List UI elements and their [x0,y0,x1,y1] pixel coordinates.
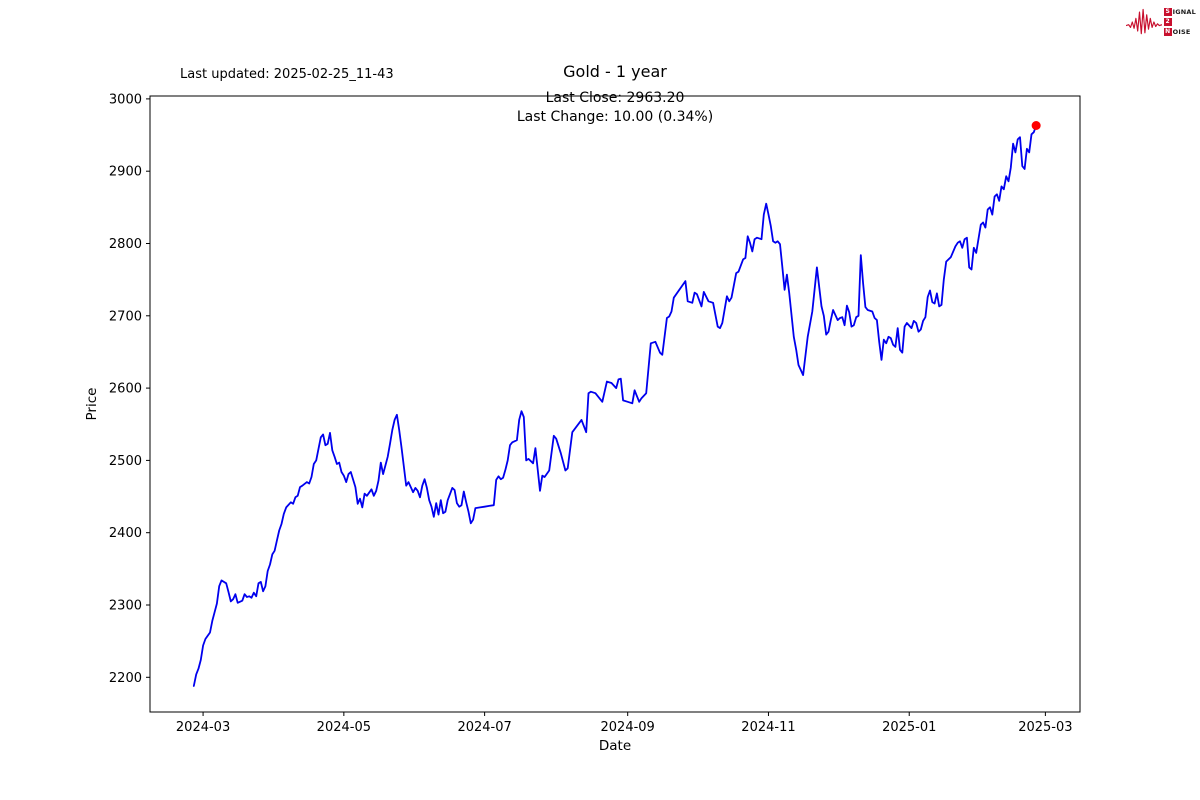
gold-price-line [192,124,1038,687]
y-tick-label: 2900 [109,165,142,180]
x-axis-label: Date [598,738,632,754]
y-tick-label: 2500 [109,454,142,469]
logo-text: S IGNAL 2 N OISE [1163,8,1196,37]
y-tick-label: 2700 [109,309,142,324]
axes-frame [149,95,1081,713]
x-tick-label: 2024-03 [176,720,230,735]
logo-row-noise: N OISE [1163,28,1191,36]
logo-letter-n: N [1163,28,1172,36]
logo-letter-s: S [1163,8,1172,16]
signal2noise-logo: S IGNAL 2 N OISE [1125,5,1196,39]
annotation-last-close: Last Close: 2963.20 [545,90,685,106]
y-tick-label: 2200 [109,671,142,686]
logo-row-signal: S IGNAL [1163,8,1196,16]
logo-row-2: 2 [1163,18,1196,27]
last-updated-text: Last updated: 2025-02-25_11-43 [180,67,394,82]
annotation-last-change: Last Change: 10.00 (0.34%) [516,109,714,125]
last-close-marker [1031,120,1041,130]
y-tick-label: 2300 [109,598,142,613]
y-tick-label: 3000 [109,92,142,107]
x-tick-label: 2024-05 [317,720,371,735]
logo-waveform-icon [1125,8,1162,35]
y-axis-label: Price [84,387,100,421]
x-tick-label: 2025-03 [1018,720,1072,735]
y-tick-label: 2400 [109,526,142,541]
x-tick-label: 2024-07 [457,720,511,735]
x-tick-label: 2024-11 [741,720,795,735]
y-tick-label: 2800 [109,237,142,252]
x-tick-label: 2025-01 [882,720,936,735]
x-tick-label: 2024-09 [601,720,655,735]
y-tick-label: 2600 [109,382,142,397]
logo-letter-2: 2 [1163,18,1172,26]
chart-title: Gold - 1 year [563,62,667,81]
